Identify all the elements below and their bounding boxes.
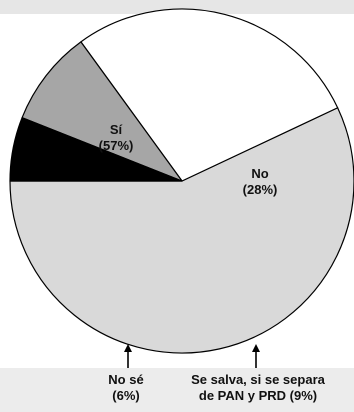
pie-slice-se-salva — [21, 41, 183, 182]
slice-label-si: Sí (57%) — [98, 122, 134, 153]
pie-slice-si — [9, 107, 354, 354]
pie-slice-no-se — [9, 117, 183, 182]
footer-strip — [0, 368, 354, 412]
pie-slice-no — [80, 8, 339, 182]
slice-label-no-se: No sé (6%) — [108, 372, 144, 403]
header-strip — [0, 0, 354, 14]
arrow-se-salva — [252, 344, 260, 368]
arrow-no-se — [124, 344, 132, 368]
slice-label-no: No (28%) — [242, 166, 278, 197]
slice-label-se-salva: Se salva, si se separa de PAN y PRD (9%) — [191, 372, 325, 403]
